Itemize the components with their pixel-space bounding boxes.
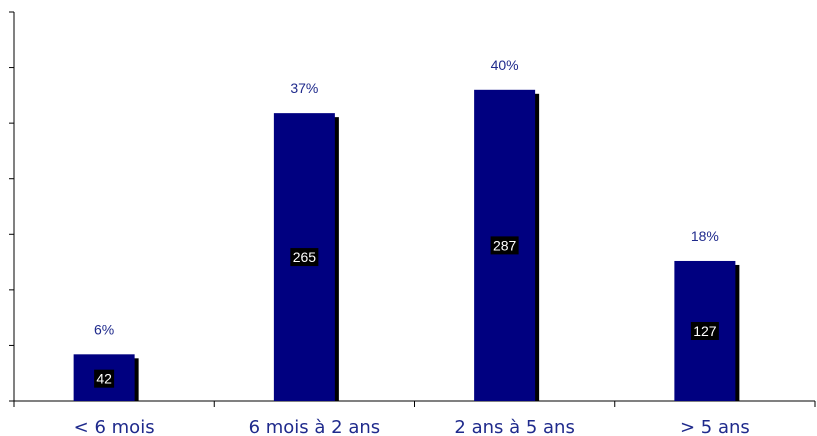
count-label: 265 [293,249,317,265]
percent-label: 6% [94,321,114,337]
count-label: 127 [693,323,717,339]
count-label-box [490,236,519,255]
category-label: 2 ans à 5 ans [454,417,574,436]
category-label: 6 mois à 2 ans [249,417,381,436]
percent-label: 18% [691,228,719,244]
chart-labels: 6% 42 < 6 mois 37% 265 6 mois à 2 ans 40% 287 2 … [74,57,750,436]
category-label: > 5 ans [680,417,750,436]
percent-label: 37% [290,80,318,96]
percent-label: 40% [491,57,519,73]
count-label: 42 [96,371,112,387]
count-label: 287 [493,237,517,253]
category-label: < 6 mois [74,417,155,436]
count-label-box [290,248,319,267]
count-label-box [690,321,719,340]
count-label-box [94,369,115,388]
chart-bars [73,89,740,402]
